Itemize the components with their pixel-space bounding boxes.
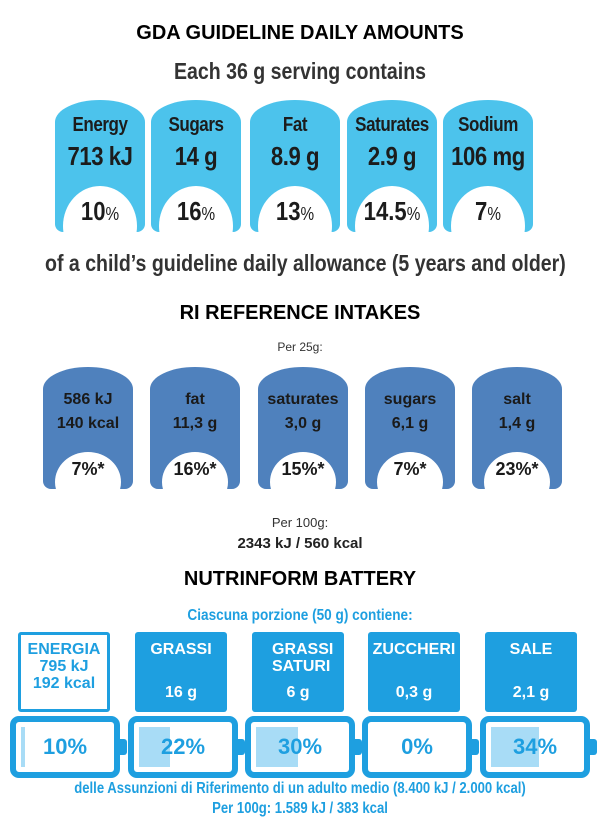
ri-card-salt: salt 1,4 g 23%* (472, 367, 562, 489)
gda-card-saturates: Saturates 2.9 g 14.5% (347, 100, 437, 232)
ri-card-energy: 586 kJ 140 kcal 7%* (43, 367, 133, 489)
gda-pct: 7 (475, 196, 488, 226)
nutrinform-footer-reference: delle Assunzioni di Riferimento di un ad… (74, 780, 526, 797)
nutrinform-box-sale: SALE 2,1 g (485, 632, 577, 712)
gda-pct-unit: % (201, 204, 216, 224)
gda-card-energy: Energy 713 kJ 10% (55, 100, 145, 232)
gda-card-fat: Fat 8.9 g 13% (250, 100, 340, 232)
nb-label: GRASSI (150, 641, 212, 658)
ri-card-sugars: sugars 6,1 g 7%* (365, 367, 455, 489)
ri-per100-value: 2343 kJ / 560 kcal (237, 535, 363, 552)
nb-kcal: 192 kcal (32, 675, 96, 692)
battery-pct: 34% (512, 734, 558, 759)
gda-serving: Each 36 g serving contains (173, 58, 427, 84)
ri-line1: salt (503, 391, 531, 408)
nutrinform-footer-per100: Per 100g: 1.589 kJ / 383 kcal (212, 800, 388, 817)
gda-pct-unit: % (105, 204, 120, 224)
ri-per100-label: Per 100g: (271, 515, 329, 530)
nb-kj: 795 kJ (39, 658, 89, 675)
gda-pct: 13 (275, 196, 301, 226)
gda-label: Fat (282, 114, 308, 136)
ri-line2: 140 kcal (56, 415, 120, 432)
gda-label: Saturates (355, 114, 429, 136)
battery-pct: 30% (277, 734, 323, 759)
nb-qty: 6 g (286, 684, 310, 701)
nutrinform-box-energia: ENERGIA 795 kJ 192 kcal (18, 632, 110, 712)
battery-pct: 22% (160, 734, 206, 759)
ri-pct: 7%* (71, 459, 105, 479)
nutrinform-box-zuccheri: ZUCCHERI 0,3 g (368, 632, 460, 712)
gda-value: 2.9 g (367, 141, 417, 171)
nb-label: ZUCCHERI (372, 641, 456, 658)
nutrinform-box-grassi-saturi: GRASSI SATURI 6 g (252, 632, 344, 712)
ri-card-fat: fat 11,3 g 16%* (150, 367, 240, 489)
battery-fill (491, 727, 539, 767)
gda-title: GDA GUIDELINE DAILY AMOUNTS (136, 22, 464, 44)
battery-grassi: 22% (128, 716, 245, 778)
battery-tip (590, 739, 597, 755)
gda-pct-unit: % (406, 204, 421, 224)
battery-sale: 34% (480, 716, 597, 778)
gda-pct-unit: % (300, 204, 315, 224)
battery-pct: 10% (42, 734, 88, 759)
gda-pct: 16 (176, 196, 202, 226)
nutrinform-portion: Ciascuna porzione (50 g) contiene: (187, 607, 413, 624)
gda-pct: 10 (80, 196, 106, 226)
battery-zuccheri: 0% (362, 716, 479, 778)
gda-footer: of a child’s guideline daily allowance (… (45, 250, 566, 276)
gda-label: Energy (72, 114, 128, 136)
ri-line1: 586 kJ (63, 391, 113, 408)
battery-pct: 0% (401, 734, 433, 759)
ri-line2: 6,1 g (391, 415, 429, 432)
nb-qty: 2,1 g (512, 684, 550, 701)
battery-tip (355, 739, 362, 755)
ri-line2: 1,4 g (498, 415, 536, 432)
nb-qty: 16 g (164, 684, 197, 701)
ri-pct: 15%* (281, 459, 325, 479)
ri-line1: saturates (267, 391, 339, 408)
battery-tip (472, 739, 479, 755)
ri-line2: 3,0 g (284, 415, 322, 432)
battery-tip (238, 739, 245, 755)
gda-label: Sodium (458, 114, 518, 136)
gda-value: 8.9 g (270, 141, 320, 171)
ri-card-saturates: saturates 3,0 g 15%* (258, 367, 348, 489)
ri-per: Per 25g: (277, 340, 323, 354)
gda-pct: 14.5 (363, 196, 407, 226)
ri-pct: 7%* (393, 459, 427, 479)
gda-value: 106 mg (451, 141, 525, 171)
nb-label: ENERGIA (27, 641, 101, 658)
battery-tip (120, 739, 127, 755)
ri-line1: sugars (383, 391, 437, 408)
ri-pct: 16%* (173, 459, 217, 479)
battery-energia: 10% (10, 716, 127, 778)
gda-card-sodium: Sodium 106 mg 7% (443, 100, 533, 232)
gda-card-sugars: Sugars 14 g 16% (151, 100, 241, 232)
gda-value: 713 kJ (67, 141, 133, 171)
nutrinform-box-grassi: GRASSI 16 g (135, 632, 227, 712)
ri-line1: fat (185, 391, 205, 408)
battery-grassi-saturi: 30% (245, 716, 362, 778)
ri-title: RI REFERENCE INTAKES (179, 302, 421, 324)
nb-label: SALE (509, 641, 553, 658)
nb-qty: 0,3 g (395, 684, 433, 701)
battery-fill (139, 727, 170, 767)
gda-label: Sugars (168, 114, 224, 136)
nutrinform-title: NUTRINFORM BATTERY (183, 568, 417, 590)
ri-pct: 23%* (495, 459, 539, 479)
ri-line2: 11,3 g (172, 415, 218, 432)
battery-fill (21, 727, 25, 767)
nb-label: GRASSI SATURI (272, 641, 334, 675)
gda-value: 14 g (174, 141, 218, 171)
gda-pct-unit: % (487, 204, 501, 224)
battery-fill (256, 727, 298, 767)
